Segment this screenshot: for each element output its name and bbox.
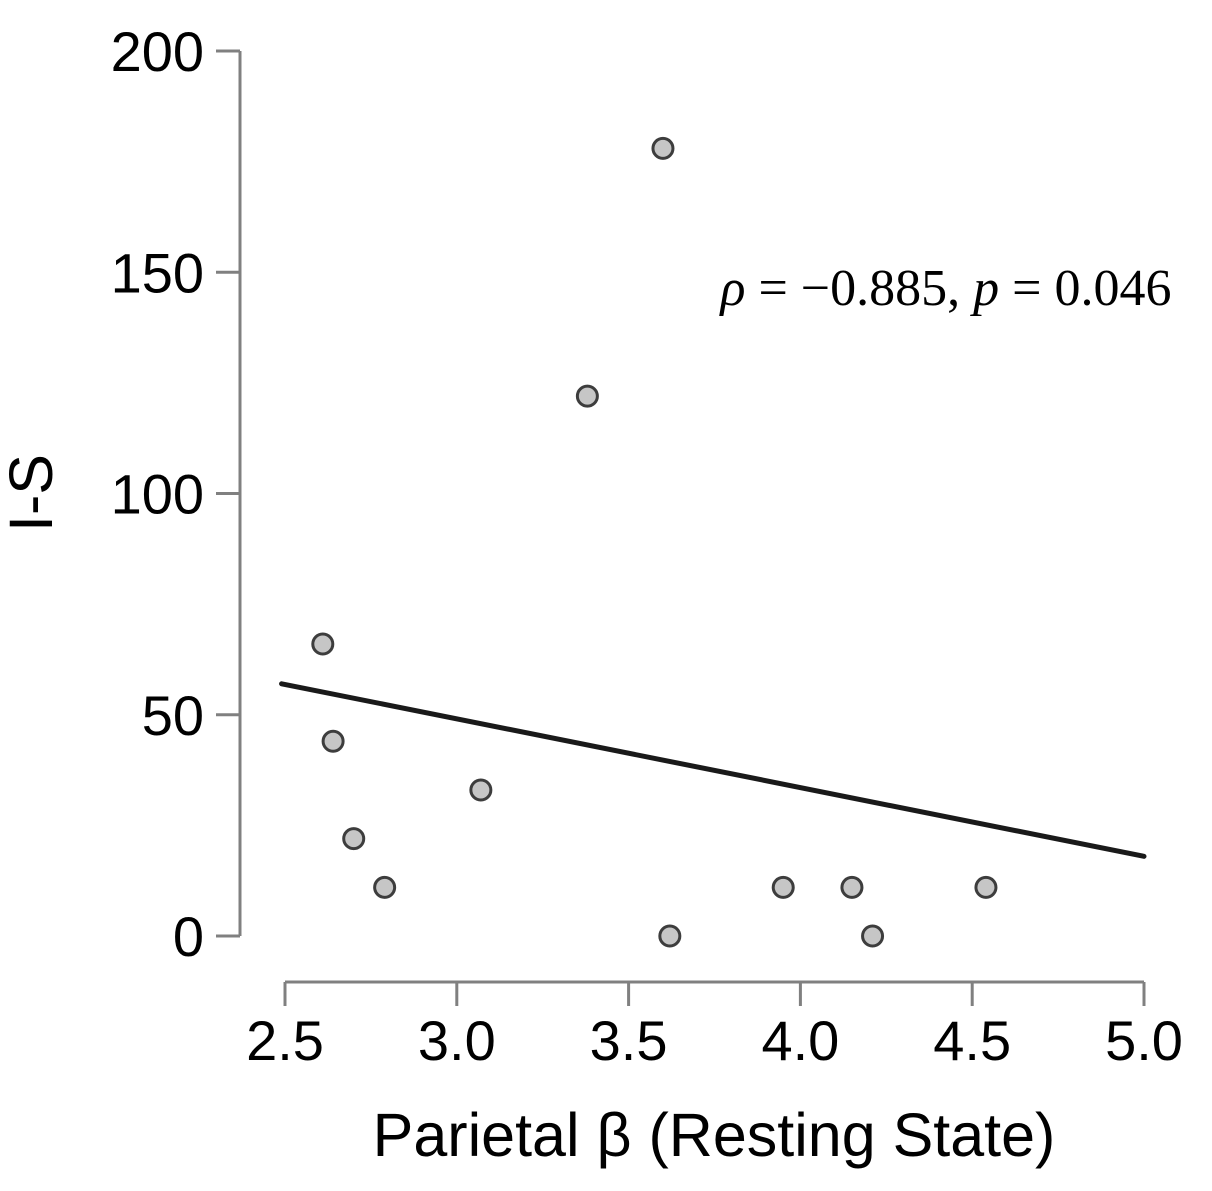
y-axis: 0 50 100 150 200	[111, 20, 242, 968]
x-tick-label: 3.0	[418, 1009, 496, 1072]
y-axis-label: I-S	[0, 454, 65, 532]
correlation-annotation: ρ = −0.885, p = 0.046	[719, 260, 1172, 317]
data-point	[469, 778, 493, 802]
regression-line	[279, 681, 1147, 859]
y-tick-label: 100	[111, 463, 204, 526]
x-tick-label: 5.0	[1105, 1009, 1183, 1072]
x-tick-label: 2.5	[246, 1009, 324, 1072]
data-point	[861, 924, 885, 948]
data-point	[974, 875, 998, 899]
x-tick-label: 4.0	[761, 1009, 839, 1072]
y-tick-label: 200	[111, 20, 204, 83]
data-point	[771, 875, 795, 899]
data-point	[575, 384, 599, 408]
data-point	[840, 875, 864, 899]
x-axis: 2.5 3.0 3.5 4.0 4.5 5.0	[246, 980, 1183, 1072]
data-point	[651, 136, 675, 160]
y-tick-label: 150	[111, 241, 204, 304]
x-tick-label: 3.5	[590, 1009, 668, 1072]
data-point	[658, 924, 682, 948]
data-point	[311, 632, 335, 656]
y-tick-label: 0	[173, 905, 204, 968]
data-point	[321, 729, 345, 753]
x-axis-label: Parietal β (Resting State)	[373, 1101, 1056, 1169]
x-tick-label: 4.5	[933, 1009, 1011, 1072]
data-points	[311, 136, 998, 948]
data-point	[342, 827, 366, 851]
data-point	[373, 875, 397, 899]
y-tick-label: 50	[142, 684, 204, 747]
